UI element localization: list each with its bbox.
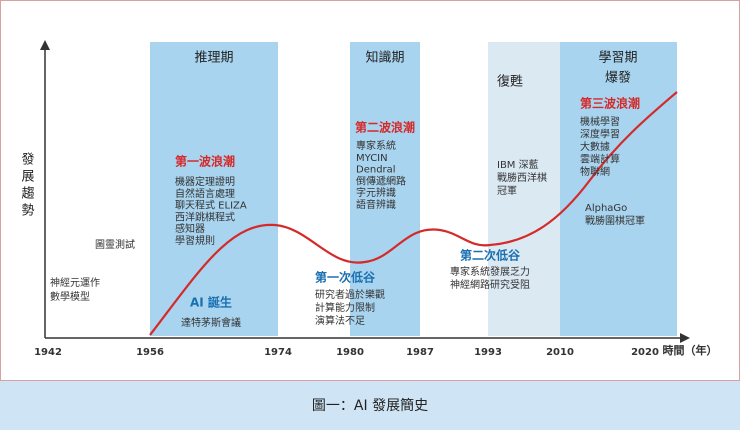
caption: 圖一：AI 發展簡史: [312, 398, 428, 414]
event-item: MYCIN: [356, 153, 388, 164]
event-item: 學習規則: [175, 234, 215, 247]
year-label: 1980: [336, 347, 364, 358]
event-item: 戰勝圍棋冠軍: [585, 214, 645, 227]
year-label: 2010: [546, 347, 574, 358]
x-axis-label: 時間（年）: [663, 343, 718, 357]
event-item: 深度學習: [580, 128, 620, 141]
y-axis-label: 發: [21, 153, 34, 168]
period-label: 知識期: [365, 50, 404, 66]
arrow: [680, 333, 690, 343]
event-item: 感知器: [175, 222, 205, 235]
period-label: 學習期: [598, 51, 637, 66]
year-label: 1993: [474, 347, 502, 358]
event-item: 戰勝西洋棋: [497, 171, 547, 184]
event-item: 字元辨識: [356, 186, 396, 199]
trend-curve: [149, 91, 678, 336]
y-axis-label: 勢: [21, 204, 34, 219]
event-title: AI 誕生: [190, 295, 232, 310]
event-item: 達特茅斯會議: [181, 316, 241, 329]
caption-band: [0, 381, 740, 430]
year-label: 2020: [631, 347, 659, 358]
band: [488, 42, 560, 336]
event-item: AlphaGo: [585, 203, 627, 214]
event-title: 第一次低谷: [315, 270, 376, 285]
event-item: 冠軍: [497, 185, 517, 197]
event-item: 圖靈測試: [95, 238, 135, 251]
wave-title: 第三波浪潮: [580, 96, 640, 111]
event-item: 聊天程式 ELIZA: [175, 199, 247, 212]
period-label: 復甦: [497, 74, 523, 90]
event-item: 機械學習: [580, 115, 620, 128]
event-item: 西洋跳棋程式: [175, 210, 235, 223]
year-label: 1987: [406, 347, 434, 358]
event-item: Dendral: [356, 165, 396, 176]
y-axis-label: 展: [21, 170, 34, 185]
band: [350, 42, 420, 336]
event-item: 雲端計算: [580, 153, 620, 166]
event-item: 倒傳遞網路: [356, 174, 406, 187]
event-item: 自然語言處理: [175, 187, 235, 200]
year-label: 1942: [34, 347, 62, 358]
band: [150, 42, 278, 336]
event-item: 物聯網: [580, 165, 610, 178]
event-item: 大數據: [580, 140, 610, 153]
period-label: 爆發: [605, 71, 631, 86]
event-item: 機器定理證明: [175, 175, 235, 188]
event-item: 數學模型: [50, 290, 90, 303]
wave-title: 第一波浪潮: [175, 154, 235, 169]
year-label: 1956: [136, 347, 164, 358]
event-item: 演算法不足: [315, 314, 365, 327]
period-label: 推理期: [194, 51, 233, 66]
event-item: 語音辨識: [356, 198, 396, 211]
event-item: 計算能力限制: [315, 301, 375, 314]
event-item: 神經元運作: [50, 276, 100, 289]
arrow: [40, 40, 50, 50]
event-title: 第二次低谷: [460, 248, 521, 263]
y-axis-label: 趨: [21, 187, 34, 202]
band: [560, 42, 677, 336]
event-item: 專家系統發展乏力: [450, 265, 530, 278]
wave-title: 第二波浪潮: [355, 120, 415, 135]
year-label: 1974: [264, 347, 292, 358]
event-item: 研究者過於樂觀: [315, 288, 385, 301]
event-item: IBM 深藍: [497, 158, 539, 171]
event-item: 神經網路研究受阻: [450, 278, 530, 291]
event-item: 專家系統: [356, 139, 396, 152]
